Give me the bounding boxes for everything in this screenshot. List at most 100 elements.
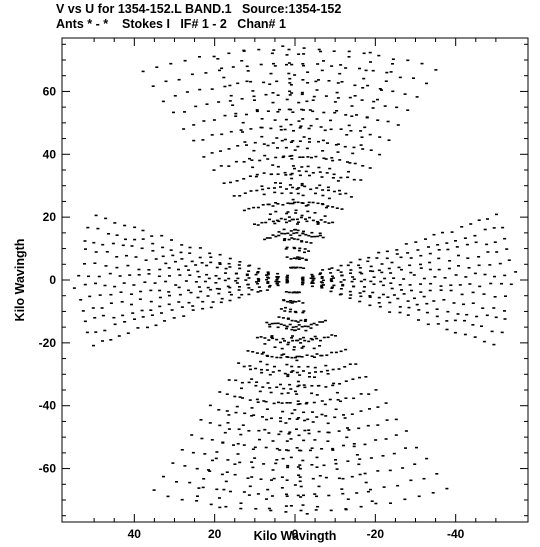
- uv-point: [252, 95, 256, 98]
- uv-point: [321, 194, 325, 197]
- uv-point: [266, 282, 270, 284]
- uv-point: [250, 476, 254, 478]
- uv-point: [185, 91, 189, 93]
- uv-point: [376, 119, 380, 121]
- uv-point: [211, 301, 215, 303]
- uv-point: [338, 159, 342, 161]
- uv-point: [471, 324, 475, 326]
- x-tick-label: 0: [292, 527, 299, 541]
- uv-point: [323, 215, 327, 217]
- uv-point: [319, 50, 323, 53]
- uv-point: [307, 201, 311, 204]
- uv-point: [425, 311, 429, 314]
- uv-point: [283, 138, 287, 141]
- uv-point: [265, 363, 269, 366]
- uv-point: [228, 84, 232, 87]
- uv-point: [339, 350, 343, 353]
- uv-point: [359, 410, 363, 412]
- uv-point: [314, 192, 317, 195]
- uv-point: [369, 280, 373, 283]
- uv-point: [359, 280, 363, 283]
- uv-point: [290, 356, 294, 359]
- uv-point: [284, 118, 288, 121]
- uv-point: [266, 272, 270, 275]
- uv-point: [268, 387, 272, 389]
- uv-point: [179, 251, 183, 254]
- uv-point: [239, 129, 243, 131]
- uv-point: [278, 449, 282, 451]
- uv-point: [291, 218, 295, 221]
- uv-point: [297, 187, 301, 189]
- uv-point: [454, 274, 458, 276]
- uv-point: [203, 280, 207, 283]
- uv-point: [171, 462, 175, 464]
- uv-point: [246, 477, 250, 479]
- uv-point: [413, 297, 416, 300]
- uv-point: [297, 120, 301, 122]
- uv-point: [345, 436, 349, 439]
- uv-point: [325, 354, 329, 356]
- uv-point: [293, 74, 297, 76]
- uv-point: [218, 497, 221, 499]
- uv-point: [254, 273, 258, 276]
- uv-point: [252, 206, 256, 209]
- uv-point: [307, 250, 311, 252]
- uv-point: [292, 348, 296, 351]
- uv-point: [324, 364, 328, 367]
- uv-point: [388, 311, 392, 313]
- uv-point: [296, 380, 300, 383]
- uv-point: [448, 260, 452, 262]
- uv-point: [221, 442, 225, 444]
- uv-point: [228, 291, 232, 293]
- uv-point: [147, 273, 151, 275]
- uv-point: [285, 212, 289, 215]
- uv-point: [189, 291, 193, 294]
- uv-point: [298, 374, 302, 376]
- uv-point: [378, 136, 382, 138]
- uv-point: [368, 408, 371, 410]
- uv-point: [202, 120, 206, 122]
- uv-point: [285, 276, 289, 279]
- uv-point: [381, 284, 385, 287]
- uv-point: [365, 116, 369, 118]
- uv-point: [233, 473, 237, 476]
- uv-point: [304, 205, 308, 207]
- uv-point: [290, 92, 294, 94]
- uv-point: [326, 186, 330, 189]
- uv-point: [322, 111, 326, 114]
- uv-point: [358, 258, 362, 261]
- uv-point: [223, 431, 227, 434]
- uv-point: [333, 111, 337, 114]
- uv-point: [400, 268, 403, 271]
- uv-point: [331, 159, 335, 162]
- uv-point: [274, 182, 277, 184]
- uv-point: [349, 196, 353, 198]
- uv-point: [113, 323, 117, 326]
- uv-point: [384, 438, 388, 440]
- uv-point: [341, 283, 345, 286]
- uv-point: [286, 375, 290, 378]
- uv-point: [481, 307, 485, 309]
- uv-point: [424, 238, 427, 240]
- uv-point: [361, 87, 365, 89]
- uv-point: [289, 234, 293, 236]
- uv-point: [167, 291, 171, 293]
- uv-point: [161, 246, 165, 249]
- uv-point: [267, 286, 271, 288]
- uv-point: [443, 277, 447, 279]
- uv-point: [292, 232, 296, 235]
- uv-point: [272, 477, 276, 480]
- uv-point: [164, 80, 168, 83]
- uv-point: [316, 505, 320, 508]
- uv-point: [404, 447, 407, 449]
- uv-point: [322, 157, 326, 160]
- uv-point: [307, 340, 311, 343]
- uv-point: [297, 258, 301, 260]
- uv-point: [201, 307, 205, 310]
- uv-point: [492, 227, 496, 229]
- uv-point: [289, 505, 293, 507]
- uv-point: [228, 286, 232, 289]
- uv-point: [208, 252, 212, 255]
- uv-point: [302, 439, 306, 442]
- uv-point: [264, 221, 268, 224]
